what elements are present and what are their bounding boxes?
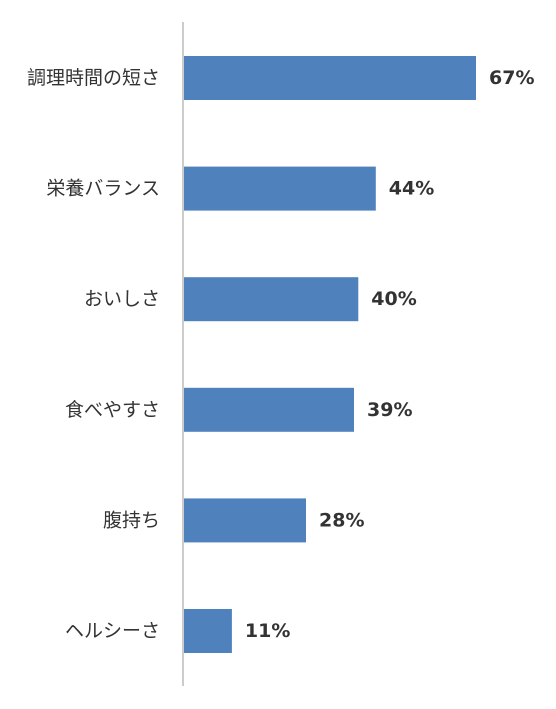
- bar-2: [184, 277, 359, 322]
- bar-0: [184, 56, 476, 100]
- category-label-3: 食べやすさ: [65, 399, 160, 421]
- value-label-2: 40%: [371, 288, 416, 310]
- value-label-5: 11%: [245, 620, 290, 642]
- value-label-4: 28%: [319, 509, 364, 531]
- category-label-4: 腹持ち: [103, 509, 160, 531]
- category-label-2: おいしさ: [84, 288, 160, 310]
- value-label-1: 44%: [389, 178, 434, 200]
- value-label-3: 39%: [367, 399, 412, 421]
- category-label-0: 調理時間の短さ: [27, 67, 160, 89]
- bar-3: [184, 387, 354, 432]
- bar-5: [184, 609, 232, 653]
- category-label-1: 栄養バランス: [46, 178, 160, 200]
- value-label-0: 67%: [489, 67, 534, 89]
- category-label-5: ヘルシーさ: [65, 620, 160, 642]
- value-labels: 67% 44% 40% 39% 28% 11%: [245, 67, 535, 642]
- bar-1: [184, 166, 376, 211]
- bars: [184, 56, 476, 653]
- bar-4: [184, 498, 306, 543]
